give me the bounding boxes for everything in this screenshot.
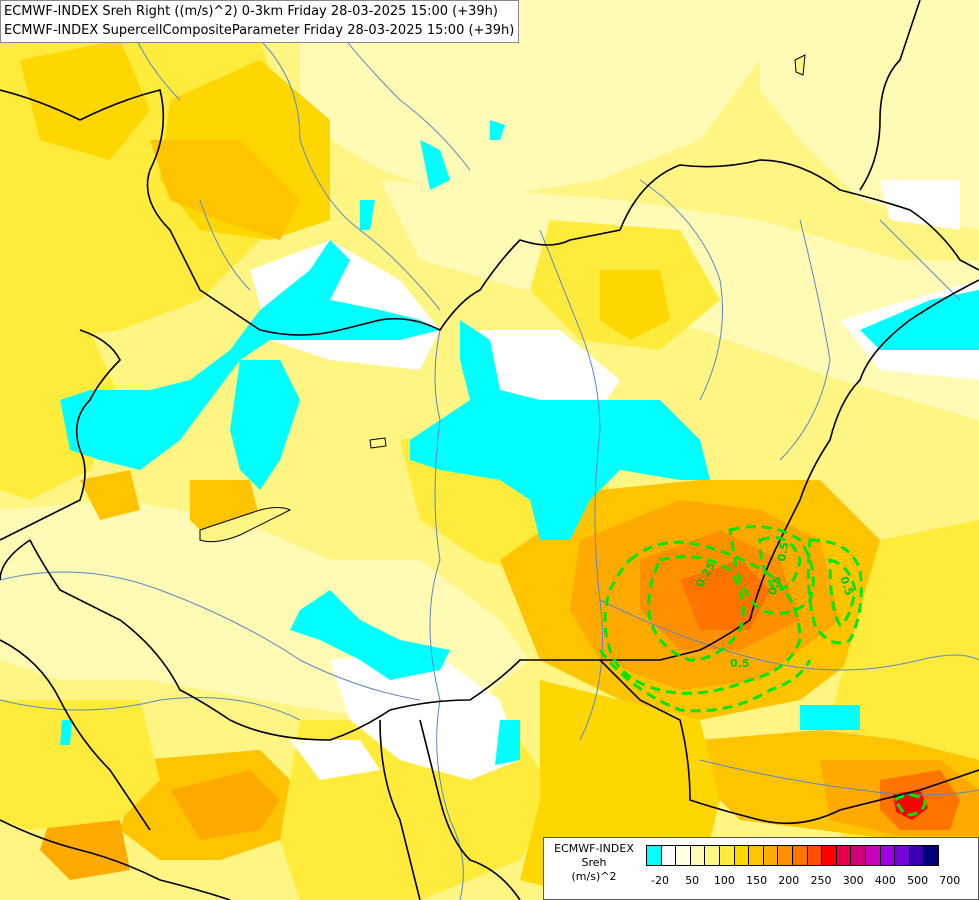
legend-tick-label: -20 [651, 874, 669, 887]
legend-swatch [675, 845, 691, 866]
legend-swatch [660, 845, 677, 866]
legend-tick-label: 300 [842, 874, 864, 887]
scp-contours [598, 525, 927, 817]
legend-label: ECMWF-INDEX Sreh (m/s)^2 [546, 842, 642, 884]
legend-swatch [850, 845, 866, 866]
legend-tick-label: 100 [713, 874, 735, 887]
legend-swatch [704, 845, 720, 866]
header-sreh-title: ECMWF-INDEX Sreh Right ((m/s)^2) 0-3km F… [4, 4, 498, 19]
legend-swatches [646, 845, 939, 866]
legend-tick-label: 150 [746, 874, 768, 887]
legend-swatch [689, 845, 706, 866]
contour-label: 0.5 [766, 574, 785, 597]
legend-swatch [864, 845, 881, 866]
legend-unit: (m/s)^2 [571, 870, 617, 883]
lakes [199, 54, 806, 543]
legend-swatch [777, 845, 793, 866]
legend-tick-label: 500 [907, 874, 929, 887]
legend-swatch [646, 845, 662, 866]
legend-swatch [762, 845, 779, 866]
legend-swatch [806, 845, 823, 866]
legend-swatch [718, 845, 735, 866]
legend-swatch [923, 845, 939, 866]
legend-swatch [908, 845, 925, 866]
legend-ticks: -20 50 100 150 200 250 300 400 500 700 [646, 874, 976, 890]
legend-title: ECMWF-INDEX [554, 842, 634, 855]
legend-tick-label: 250 [810, 874, 832, 887]
legend-swatch [733, 845, 750, 866]
color-legend: ECMWF-INDEX Sreh (m/s)^2 -20 50 100 150 200 2… [543, 837, 979, 900]
header-scp-title: ECMWF-INDEX SupercellCompositeParameter … [4, 23, 515, 38]
contour-label: 0.5 [775, 541, 791, 562]
negative-sreh-zones [60, 120, 979, 765]
legend-tick-label: 50 [685, 874, 700, 887]
legend-swatch [791, 845, 808, 866]
legend-swatch [821, 845, 837, 866]
map-header: ECMWF-INDEX Sreh Right ((m/s)^2) 0-3km F… [0, 0, 520, 43]
legend-tick-label: 700 [939, 874, 961, 887]
legend-swatch [894, 845, 910, 866]
legend-tick-label: 200 [778, 874, 800, 887]
legend-swatch [748, 845, 764, 866]
legend-swatch [879, 845, 896, 866]
contour-label: 0.5 [837, 575, 856, 598]
legend-tick-label: 400 [874, 874, 896, 887]
legend-swatch [835, 845, 852, 866]
legend-variable: Sreh [581, 856, 607, 869]
contour-label: 0.5 [730, 657, 750, 670]
